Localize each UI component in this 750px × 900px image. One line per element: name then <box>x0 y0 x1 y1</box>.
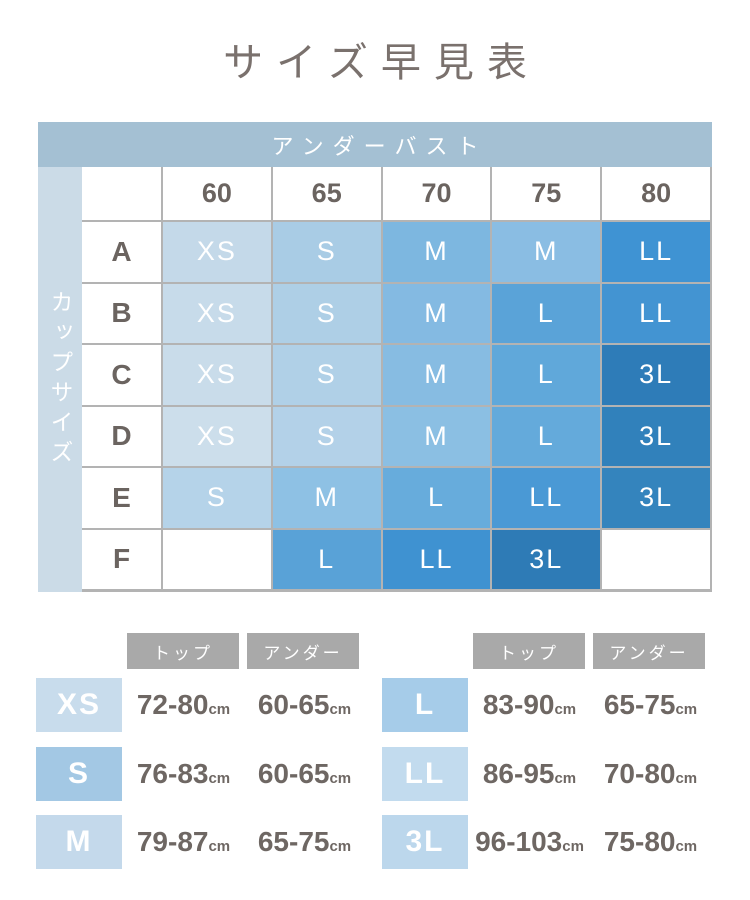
legend-row-3l: 3L 96-103cm 75-80cm <box>382 815 712 869</box>
row-header-d: D <box>82 406 161 466</box>
matrix-cell-f-70: LL <box>382 529 491 589</box>
size-matrix-table: アンダーバスト カップサイズ 60 65 70 75 80 A XS S M M… <box>38 122 712 592</box>
matrix-cell-a-75: M <box>492 222 601 282</box>
under-range-ll: 70-80cm <box>603 758 698 789</box>
size-badge-xs: XS <box>36 678 122 732</box>
underbust-band-header: アンダーバスト <box>38 122 712 167</box>
matrix-cell-a-65: S <box>272 222 381 282</box>
top-range-3l: 96-103cm <box>475 826 584 857</box>
size-badge-m: M <box>36 815 122 869</box>
top-range-l: 83-90cm <box>482 689 577 720</box>
col-header-80: 80 <box>602 167 710 220</box>
legend-row-s: S 76-83cm 60-65cm <box>36 747 366 801</box>
matrix-cell-c-75: L <box>492 345 601 405</box>
col-header-70: 70 <box>382 167 491 220</box>
matrix-cell-c-65: S <box>272 345 381 405</box>
matrix-cell-b-60: XS <box>163 283 271 343</box>
top-range-s: 76-83cm <box>136 758 231 789</box>
size-badge-ll: LL <box>382 747 468 801</box>
row-header-b: B <box>82 283 161 343</box>
legend-row-m: M 79-87cm 65-75cm <box>36 815 366 869</box>
under-column-chip: アンダー <box>593 633 705 669</box>
legend-row-ll: LL 86-95cm 70-80cm <box>382 747 712 801</box>
size-badge-3l: 3L <box>382 815 468 869</box>
matrix-cell-b-75: L <box>492 283 601 343</box>
cup-size-side-label: カップサイズ <box>38 167 82 592</box>
legend-group-left: トップ アンダー XS 72-80cm 60-65cm S 76-83cm 60… <box>36 633 366 869</box>
under-column-chip: アンダー <box>247 633 359 669</box>
col-header-75: 75 <box>492 167 601 220</box>
matrix-grid: 60 65 70 75 80 A XS S M M LL B XS S M L … <box>82 167 712 592</box>
under-range-l: 65-75cm <box>603 689 698 720</box>
legend-row-l: L 83-90cm 65-75cm <box>382 678 712 732</box>
row-header-f: F <box>82 529 161 589</box>
top-range-m: 79-87cm <box>136 826 231 857</box>
matrix-cell-e-70: L <box>382 468 491 528</box>
matrix-cell-b-80: LL <box>602 283 710 343</box>
matrix-cell-e-80: 3L <box>602 468 710 528</box>
matrix-cell-e-60: S <box>163 468 271 528</box>
top-range-xs: 72-80cm <box>136 689 231 720</box>
matrix-cell-b-65: S <box>272 283 381 343</box>
matrix-cell-d-70: M <box>382 406 491 466</box>
matrix-cell-d-75: L <box>492 406 601 466</box>
page-title: サイズ早見表 <box>223 41 540 85</box>
row-header-c: C <box>82 345 161 405</box>
matrix-cell-d-65: S <box>272 406 381 466</box>
size-badge-s: S <box>36 747 122 801</box>
matrix-cell-f-75: 3L <box>492 529 601 589</box>
matrix-cell-f-65: L <box>272 529 381 589</box>
under-range-3l: 75-80cm <box>603 826 698 857</box>
top-column-chip: トップ <box>473 633 585 669</box>
legend-group-right: トップ アンダー L 83-90cm 65-75cm LL 86-95cm 70… <box>382 633 712 869</box>
matrix-cell-a-80: LL <box>602 222 710 282</box>
matrix-cell-c-80: 3L <box>602 345 710 405</box>
under-range-xs: 60-65cm <box>257 689 352 720</box>
corner-cell <box>82 167 161 220</box>
col-header-60: 60 <box>163 167 271 220</box>
under-range-s: 60-65cm <box>257 758 352 789</box>
matrix-cell-b-70: M <box>382 283 491 343</box>
matrix-cell-a-70: M <box>382 222 491 282</box>
matrix-cell-a-60: XS <box>163 222 271 282</box>
size-badge-l: L <box>382 678 468 732</box>
matrix-cell-f-80 <box>602 529 710 589</box>
matrix-cell-d-60: XS <box>163 406 271 466</box>
top-range-ll: 86-95cm <box>482 758 577 789</box>
row-header-e: E <box>82 468 161 528</box>
legend-row-xs: XS 72-80cm 60-65cm <box>36 678 366 732</box>
matrix-cell-d-80: 3L <box>602 406 710 466</box>
matrix-cell-c-70: M <box>382 345 491 405</box>
matrix-cell-e-75: LL <box>492 468 601 528</box>
row-header-a: A <box>82 222 161 282</box>
matrix-cell-f-60 <box>163 529 271 589</box>
top-column-chip: トップ <box>127 633 239 669</box>
matrix-cell-e-65: M <box>272 468 381 528</box>
matrix-cell-c-60: XS <box>163 345 271 405</box>
under-range-m: 65-75cm <box>257 826 352 857</box>
col-header-65: 65 <box>272 167 381 220</box>
